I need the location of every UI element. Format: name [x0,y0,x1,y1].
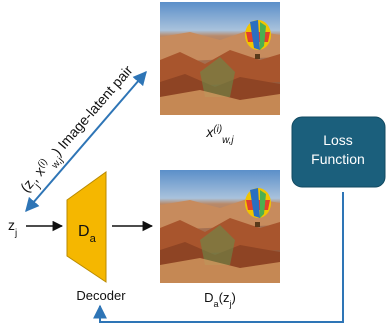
image-label: x(i)w,j [205,124,234,146]
text-segment: (z [219,290,230,305]
text-segment: D [78,223,90,240]
text-segment: (i) [213,124,222,135]
text-segment: ) [231,290,235,305]
text-segment: j [14,228,17,239]
diagram: (zj, x(i)w,j) Image-latent pair x(i)w,j … [0,0,387,333]
output-label: Da(zj) [204,290,236,309]
text-segment: a [90,233,97,245]
text-segment: w,j [222,135,234,146]
text-segment: D [204,290,213,305]
text-segment: ) Image-latent pair [49,62,136,158]
text-segment: z [8,217,15,233]
input-label: zj [8,217,17,239]
loss-box-line: Function [311,151,365,167]
decoder-label: Decoder [76,288,126,303]
pair-label: (zj, x(i)w,j) Image-latent pair [17,62,140,199]
loss-box-line: Loss [323,132,353,148]
decoded-image [160,170,280,283]
watermarked-image [160,2,280,115]
